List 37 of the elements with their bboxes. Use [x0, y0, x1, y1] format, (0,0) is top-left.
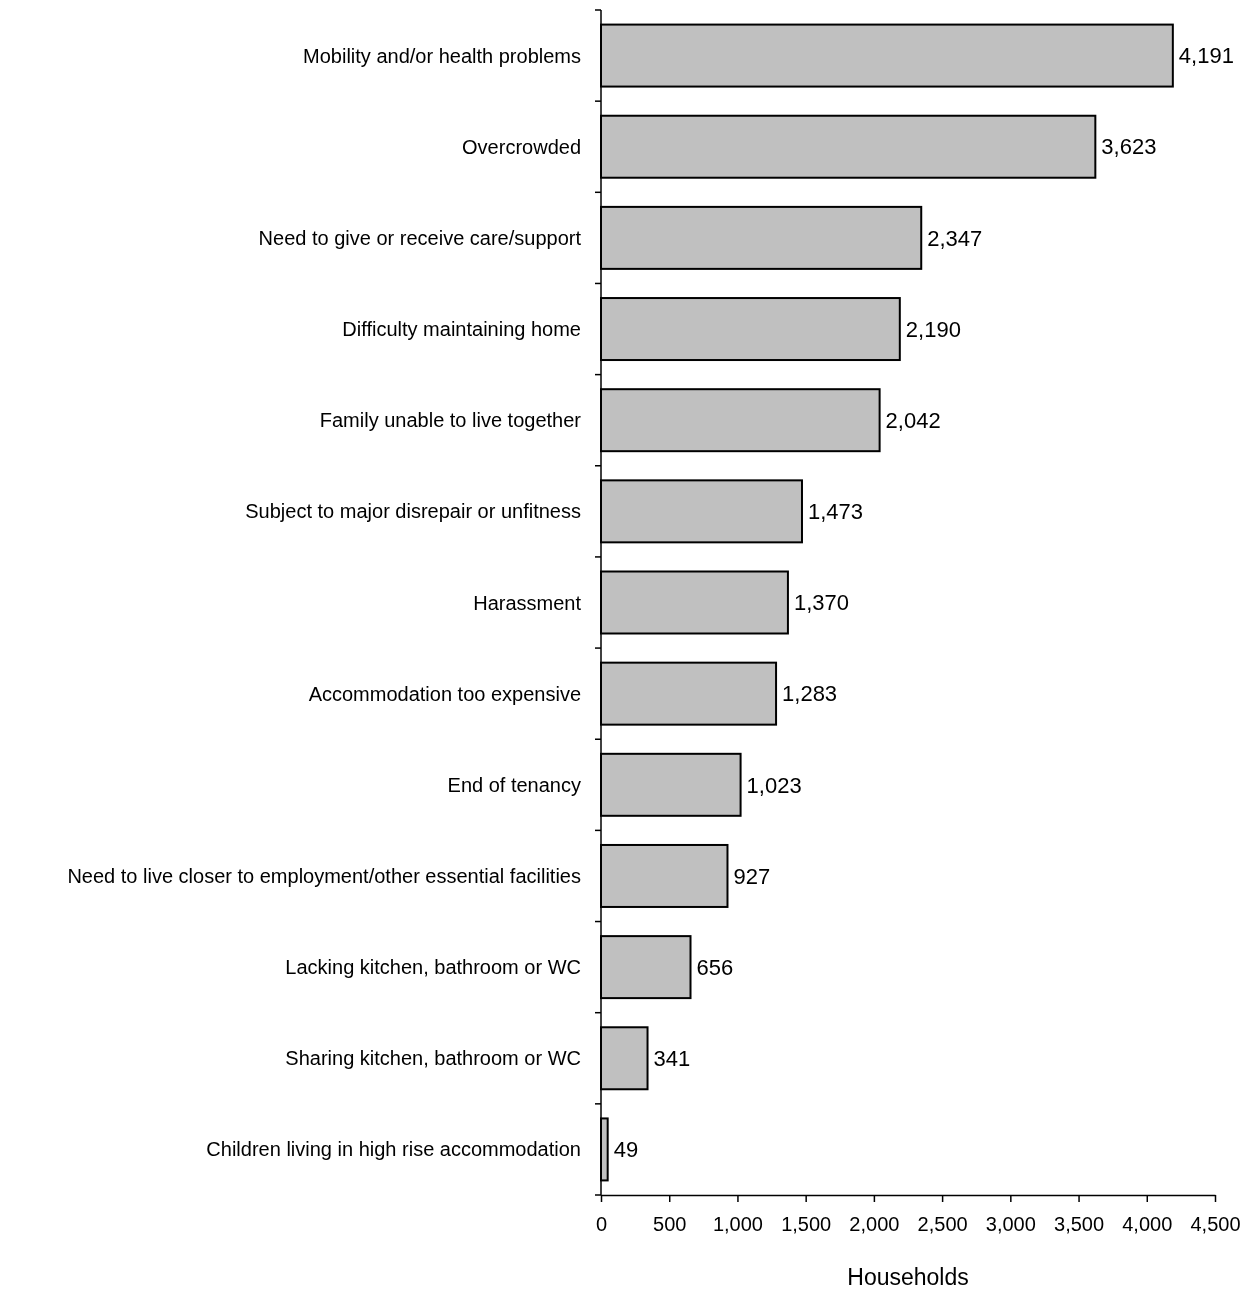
y-tick-label: Sharing kitchen, bathroom or WC — [285, 1047, 581, 1070]
data-label: 3,623 — [1101, 134, 1157, 160]
x-tick-label: 3,500 — [1054, 1213, 1105, 1235]
data-label: 49 — [613, 1137, 639, 1163]
x-tick-label: 0 — [595, 1213, 608, 1235]
y-tick-label: End of tenancy — [447, 773, 581, 796]
x-axis-title: Households — [847, 1264, 969, 1290]
data-label: 1,473 — [807, 499, 864, 525]
data-label: 1,023 — [746, 772, 802, 798]
y-tick-label: Harassment — [473, 591, 582, 614]
y-tick-label: Subject to major disrepair or unfitness — [245, 500, 581, 523]
x-tick-label: 1,000 — [712, 1213, 763, 1235]
y-tick-label: Difficulty maintaining home — [342, 318, 581, 341]
y-tick-label: Children living in high rise accommodation — [206, 1138, 581, 1161]
y-tick-label: Need to give or receive care/support — [258, 226, 582, 249]
y-tick-label: Accommodation too expensive — [308, 682, 581, 705]
data-label: 2,347 — [927, 225, 983, 251]
x-tick-label: 4,500 — [1190, 1213, 1241, 1235]
y-tick-label: Overcrowded — [462, 135, 581, 158]
x-tick-label: 2,500 — [917, 1213, 968, 1235]
y-tick-label: Mobility and/or health problems — [303, 44, 581, 67]
data-label: 4,191 — [1178, 43, 1234, 69]
data-label: 656 — [696, 954, 734, 980]
x-tick-label: 4,000 — [1122, 1213, 1173, 1235]
data-label: 1,370 — [793, 590, 849, 616]
data-label: 2,042 — [885, 407, 941, 433]
y-tick-label: Family unable to live together — [319, 409, 582, 432]
data-label: 927 — [733, 863, 771, 889]
x-tick-label: 2,000 — [849, 1213, 900, 1235]
x-tick-label: 1,500 — [781, 1213, 832, 1235]
data-label: 2,190 — [905, 316, 961, 342]
x-tick-label: 3,000 — [985, 1213, 1036, 1235]
data-label: 341 — [653, 1045, 691, 1071]
x-tick-label: 500 — [653, 1213, 687, 1235]
y-tick-label: Lacking kitchen, bathroom or WC — [285, 956, 581, 979]
data-label: 1,283 — [782, 681, 838, 707]
y-tick-label: Need to live closer to employment/other essential facilities — [67, 864, 581, 887]
